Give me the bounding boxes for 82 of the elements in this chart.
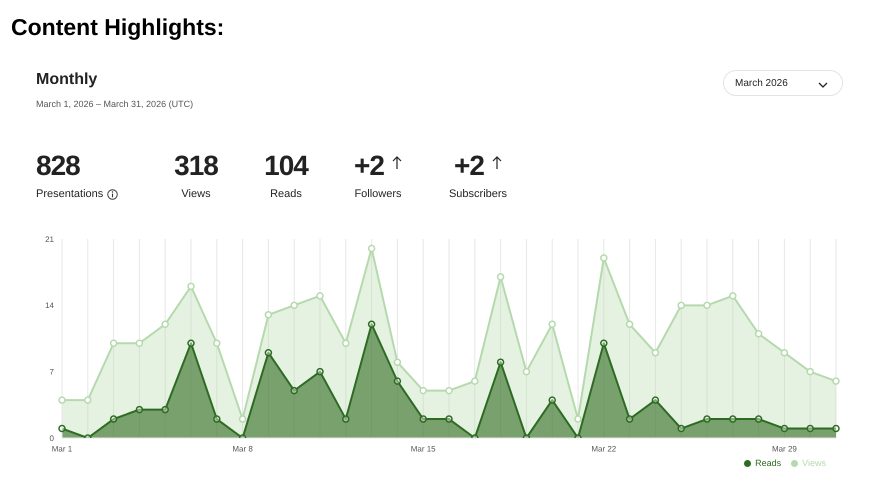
point xyxy=(264,311,272,319)
point xyxy=(264,348,272,356)
point xyxy=(600,254,608,262)
text: +2 xyxy=(354,150,384,181)
point xyxy=(110,339,118,347)
point xyxy=(238,415,246,423)
text: Followers xyxy=(353,188,403,200)
point xyxy=(574,415,582,423)
point xyxy=(806,424,814,432)
point xyxy=(84,396,92,404)
point xyxy=(652,348,660,356)
legend-label: Reads xyxy=(755,458,782,468)
point xyxy=(136,406,144,414)
point xyxy=(780,348,788,356)
point xyxy=(780,424,788,432)
point xyxy=(496,273,504,281)
point xyxy=(754,415,762,423)
x-tick-label: Mar 22 xyxy=(591,444,617,454)
point xyxy=(548,320,556,328)
point xyxy=(290,386,298,394)
text: 104 xyxy=(264,150,308,181)
point xyxy=(316,368,324,376)
legend-label: Views xyxy=(802,458,826,468)
point xyxy=(548,396,556,404)
point xyxy=(471,377,479,385)
point xyxy=(626,415,634,423)
text: 318 xyxy=(174,150,218,181)
point xyxy=(522,368,530,376)
text: Reads xyxy=(269,188,303,200)
text: 828 xyxy=(36,150,80,181)
point xyxy=(652,396,660,404)
y-tick-label: 0 xyxy=(50,434,55,443)
point xyxy=(832,377,840,385)
point xyxy=(316,292,324,300)
point xyxy=(213,339,221,347)
point xyxy=(677,424,685,432)
point xyxy=(187,282,195,290)
text: Subscribers xyxy=(448,188,508,200)
point xyxy=(729,292,737,300)
point xyxy=(496,358,504,366)
point xyxy=(729,415,737,423)
point xyxy=(368,244,376,252)
point xyxy=(445,415,453,423)
point xyxy=(187,339,195,347)
text: Presentations xyxy=(36,188,104,200)
point xyxy=(213,415,221,423)
point xyxy=(342,415,350,423)
point xyxy=(136,339,144,347)
chart-subtitle: Monthly xyxy=(36,71,98,89)
point xyxy=(290,302,298,310)
x-tick-label: Mar 1 xyxy=(52,444,73,454)
point xyxy=(394,358,402,366)
point xyxy=(419,415,427,423)
point xyxy=(58,424,66,432)
point xyxy=(342,339,350,347)
text: +2 xyxy=(454,150,484,181)
point xyxy=(703,302,711,310)
point xyxy=(806,368,814,376)
text: March 1, 2026 – March 31, 2026 (UTC) xyxy=(36,99,194,109)
point xyxy=(161,320,169,328)
point xyxy=(703,415,711,423)
point xyxy=(161,406,169,414)
point xyxy=(445,386,453,394)
point xyxy=(368,320,376,328)
x-tick-label: Mar 29 xyxy=(772,444,798,454)
x-tick-label: Mar 15 xyxy=(410,444,436,454)
chart-title: Content Highlights: xyxy=(11,14,224,41)
point xyxy=(394,377,402,385)
point xyxy=(626,320,634,328)
text: Views xyxy=(180,188,212,200)
y-tick-label: 14 xyxy=(45,301,55,310)
point xyxy=(754,330,762,338)
x-tick-label: Mar 8 xyxy=(232,444,254,454)
y-tick-label: 21 xyxy=(45,234,55,244)
y-tick-label: 7 xyxy=(50,368,55,377)
point xyxy=(110,415,118,423)
point xyxy=(677,302,685,310)
point xyxy=(58,396,66,404)
text: March 2026 xyxy=(723,70,843,96)
point xyxy=(419,386,427,394)
point xyxy=(832,424,840,432)
point xyxy=(600,339,608,347)
